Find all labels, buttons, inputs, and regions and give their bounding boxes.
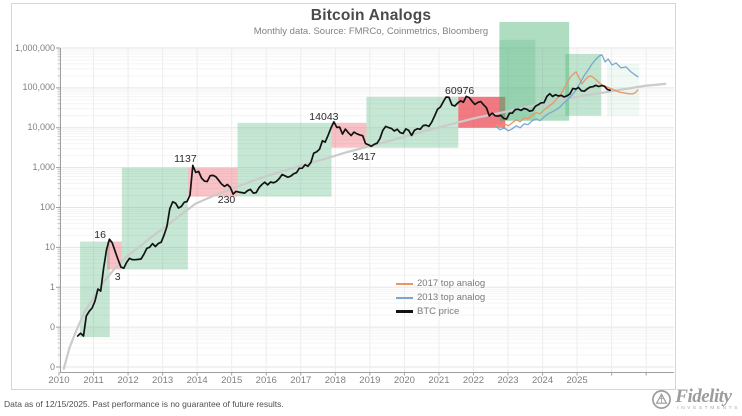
y-tick-label: 10 <box>44 241 55 252</box>
fidelity-wordmark: Fidelity INVESTMENTS <box>675 387 740 412</box>
x-tick-label: 2012 <box>117 375 139 386</box>
brand-name: Fidelity <box>675 386 732 407</box>
data-label-14043: 14043 <box>309 110 339 123</box>
legend-label: 2013 top analog <box>417 292 486 303</box>
footer-disclaimer: Data as of 12/15/2025. Past performance … <box>4 399 284 409</box>
analog-band <box>107 241 122 270</box>
y-tick-label: 0 <box>49 321 55 332</box>
x-tick-label: 2022 <box>462 375 485 386</box>
data-label-3417: 3417 <box>352 150 376 163</box>
chart-frame <box>11 3 676 390</box>
line-swatch-2017 <box>396 282 413 285</box>
fidelity-logo: Fidelity INVESTMENTS <box>651 387 740 412</box>
x-tick-label: 2019 <box>359 375 381 386</box>
x-tick-label: 2018 <box>324 375 346 386</box>
y-tick-label: 1,000,000 <box>14 42 55 53</box>
y-tick-label: 0 <box>49 361 55 372</box>
y-tick-label: 1 <box>49 281 55 292</box>
data-label-60976: 60976 <box>445 84 475 97</box>
legend-label: BTC price <box>417 306 460 317</box>
series-lines <box>62 54 667 370</box>
fidelity-pyramid-icon <box>652 389 672 409</box>
y-tick-label: 1,000 <box>32 162 55 173</box>
x-tick-label: 2016 <box>255 375 277 386</box>
x-tick-label: 2011 <box>83 375 104 386</box>
analog-band <box>366 96 459 148</box>
axes <box>56 47 674 376</box>
x-tick-label: 2014 <box>186 375 208 386</box>
chart-subtitle: Monthly data. Source: FMRCo, Coinmetrics… <box>253 26 489 37</box>
y-tick-label: 100,000 <box>22 82 55 93</box>
data-label-3: 3 <box>114 270 121 283</box>
legend-item-2013-analog: 2013 top analog <box>396 292 485 303</box>
data-label-1137: 1137 <box>174 153 197 166</box>
x-tick-label: 2020 <box>393 375 415 386</box>
legend: 2017 top analog 2013 top analog BTC pric… <box>396 278 485 317</box>
y-tick-label: 10,000 <box>27 122 55 133</box>
x-tick-label: 2023 <box>497 375 519 386</box>
x-tick-label: 2015 <box>221 375 243 386</box>
x-tick-label: 2024 <box>531 375 554 386</box>
data-label-16: 16 <box>94 228 106 241</box>
brand-tagline: INVESTMENTS <box>677 406 740 411</box>
page-title: Bitcoin Analogs <box>310 7 432 24</box>
line-swatch-2013 <box>396 296 413 299</box>
y-tick-label: 100 <box>39 202 55 212</box>
series-line-btc-price <box>76 84 612 337</box>
x-tick-label: 2025 <box>566 375 588 386</box>
legend-item-btc-price: BTC price <box>396 306 485 317</box>
series-line-trend <box>62 82 667 370</box>
x-tick-label: 2010 <box>48 375 70 386</box>
x-tick-label: 2013 <box>152 375 174 386</box>
legend-label: 2017 top analog <box>417 278 486 289</box>
analog-band <box>237 122 332 197</box>
legend-item-2017-analog: 2017 top analog <box>396 278 485 289</box>
x-tick-label: 2017 <box>290 375 312 386</box>
series-line-2017-top-analog <box>495 71 639 128</box>
analog-band <box>121 167 188 270</box>
x-tick-label: 2021 <box>428 375 450 386</box>
data-label-230: 230 <box>217 194 236 207</box>
series-line-2013-top-analog <box>495 54 639 132</box>
line-swatch-btc <box>396 310 413 313</box>
